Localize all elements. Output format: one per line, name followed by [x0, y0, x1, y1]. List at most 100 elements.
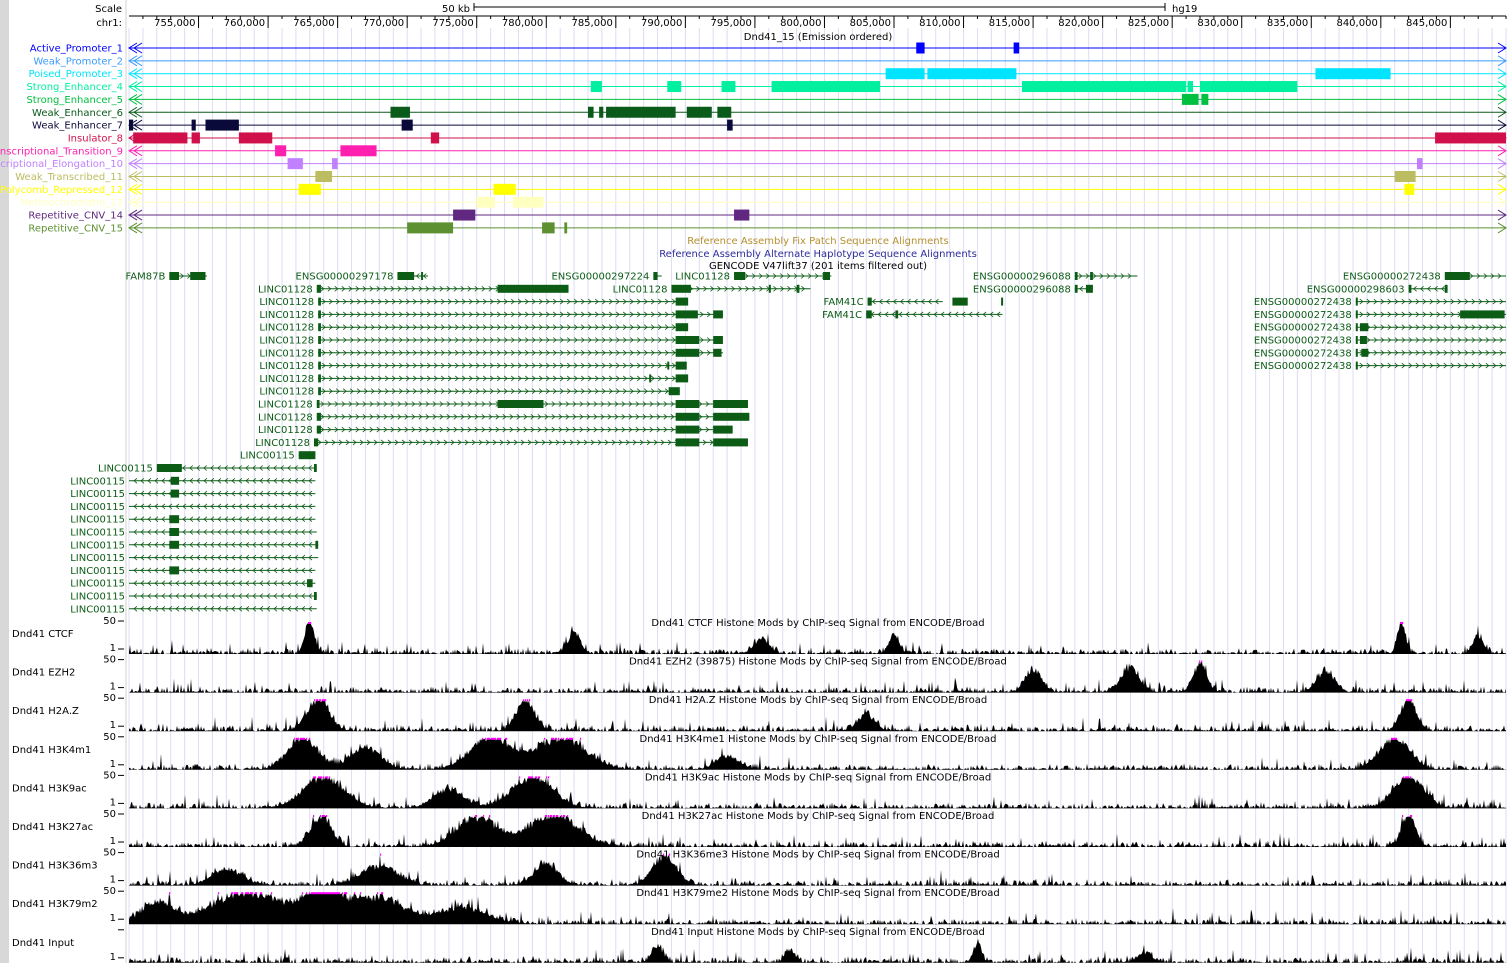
gene-exon[interactable]: [318, 310, 321, 319]
chromhmm-row[interactable]: Weak_Enhancer_6: [32, 106, 1507, 119]
gene-exon[interactable]: [313, 464, 317, 472]
chromhmm-state-label[interactable]: Strong_Enhancer_5: [26, 95, 123, 106]
chromhmm-row[interactable]: Weak_Promoter_2: [33, 55, 1507, 68]
chromhmm-row[interactable]: Transcriptional_Elongation_10: [0, 158, 1507, 170]
gene-exon[interactable]: [734, 272, 746, 280]
gene-name-label[interactable]: LINC00115: [70, 528, 125, 539]
gene-name-label[interactable]: LINC00115: [240, 451, 295, 462]
chromhmm-state-label[interactable]: Strong_Enhancer_4: [26, 82, 123, 93]
gene-exon[interactable]: [1074, 272, 1078, 280]
signal-track-label[interactable]: Dnd41 EZH2: [12, 668, 75, 679]
chromhmm-state-label[interactable]: Insulator_8: [68, 133, 123, 144]
gene-exon[interactable]: [713, 425, 733, 434]
chromhmm-block[interactable]: [340, 145, 377, 157]
gene-exon[interactable]: [318, 348, 321, 357]
chromhmm-row[interactable]: Insulator_8: [68, 132, 1507, 144]
gene-exon[interactable]: [675, 412, 700, 421]
gene-exon[interactable]: [1090, 272, 1093, 280]
chromhmm-block[interactable]: [1187, 81, 1194, 93]
gene-exon[interactable]: [653, 272, 658, 280]
chromhmm-block[interactable]: [275, 145, 287, 157]
gene-exon[interactable]: [675, 374, 689, 383]
gene-name-label[interactable]: ENSG00000272438: [1254, 323, 1352, 334]
chromhmm-block[interactable]: [599, 106, 604, 118]
gene-exon[interactable]: [1085, 284, 1093, 293]
signal-area[interactable]: [129, 661, 1506, 693]
gene-exon[interactable]: [497, 284, 569, 293]
gene-name-label[interactable]: LINC00115: [70, 476, 125, 487]
gene-exon[interactable]: [713, 336, 723, 344]
gene-exon[interactable]: [318, 336, 321, 344]
gene-exon[interactable]: [867, 297, 872, 306]
gene-name-label[interactable]: LINC01128: [259, 387, 314, 398]
gene-exon[interactable]: [1355, 336, 1358, 344]
right-arrow-icon[interactable]: [1497, 183, 1507, 195]
chromhmm-block[interactable]: [298, 183, 321, 195]
gene-name-label[interactable]: LINC01128: [259, 297, 314, 308]
chromhmm-state-label[interactable]: Poised_Promoter_3: [28, 69, 123, 80]
chromhmm-row[interactable]: Polycomb_Repressed_12: [0, 183, 1507, 196]
gene-feature[interactable]: LINC00115: [70, 528, 317, 539]
gene-exon[interactable]: [318, 323, 321, 332]
chromhmm-block[interactable]: [238, 132, 273, 144]
gene-exon[interactable]: [713, 310, 723, 319]
gene-exon[interactable]: [497, 400, 544, 408]
chromhmm-block[interactable]: [734, 209, 750, 221]
gene-exon[interactable]: [675, 336, 700, 344]
gene-feature[interactable]: LINC00115: [70, 592, 317, 603]
chromhmm-block[interactable]: [1435, 132, 1506, 144]
gene-name-label[interactable]: LINC01128: [258, 400, 313, 411]
gene-name-label[interactable]: LINC01128: [259, 323, 314, 334]
gene-feature[interactable]: LINC01128: [259, 310, 723, 321]
right-arrow-icon[interactable]: [1497, 81, 1507, 92]
gene-exon[interactable]: [796, 284, 800, 293]
track-side-bar[interactable]: [0, 0, 9, 963]
gene-name-label[interactable]: LINC01128: [613, 284, 668, 295]
gene-exon[interactable]: [421, 272, 424, 280]
chromhmm-block[interactable]: [588, 106, 594, 118]
chromhmm-block[interactable]: [1013, 42, 1020, 54]
right-arrow-icon[interactable]: [1497, 171, 1507, 182]
right-arrow-icon[interactable]: [1497, 93, 1507, 105]
right-arrow-icon[interactable]: [1497, 68, 1507, 80]
gene-name-label[interactable]: ENSG00000272438: [1254, 348, 1352, 359]
gene-name-label[interactable]: LINC01128: [259, 374, 314, 385]
gene-exon[interactable]: [318, 297, 321, 306]
gene-feature[interactable]: LINC00115: [70, 476, 316, 487]
gene-exon[interactable]: [1359, 336, 1367, 344]
gene-name-label[interactable]: LINC00115: [70, 604, 125, 615]
gene-exon[interactable]: [675, 361, 687, 370]
gene-feature[interactable]: LINC00115: [70, 489, 316, 500]
chromhmm-block[interactable]: [1021, 81, 1187, 93]
gene-exon[interactable]: [313, 592, 317, 600]
chromhmm-block[interactable]: [1404, 183, 1415, 195]
right-arrow-icon[interactable]: [1497, 42, 1507, 54]
signal-area[interactable]: [129, 700, 1506, 732]
gene-exon[interactable]: [170, 476, 180, 485]
gene-exon[interactable]: [313, 438, 319, 447]
chromhmm-row[interactable]: Repetitive_CNV_15: [28, 222, 1507, 234]
gene-name-label[interactable]: ENSG00000296088: [973, 272, 1071, 283]
gene-exon[interactable]: [298, 451, 316, 460]
gene-feature[interactable]: LINC01128: [259, 297, 689, 308]
gene-exon[interactable]: [397, 272, 415, 280]
gene-feature[interactable]: ENSG00000297224: [551, 272, 662, 283]
gene-feature[interactable]: ENSG00000297178: [296, 272, 429, 283]
chromhmm-row[interactable]: Transcriptional_Transition_9: [0, 145, 1507, 157]
chromhmm-block[interactable]: [493, 183, 516, 195]
gene-feature[interactable]: FAM41C: [824, 297, 1004, 308]
chromhmm-block[interactable]: [667, 81, 682, 93]
gene-feature[interactable]: LINC01128: [255, 438, 748, 449]
chromhmm-state-label[interactable]: Weak_Promoter_2: [33, 56, 123, 67]
chromhmm-state-label[interactable]: Polycomb_Repressed_12: [0, 185, 123, 196]
gene-exon[interactable]: [170, 489, 180, 498]
gene-feature[interactable]: LINC01128: [259, 387, 680, 398]
right-arrow-icon[interactable]: [1497, 158, 1507, 170]
gene-exon[interactable]: [315, 540, 319, 549]
gene-exon[interactable]: [1444, 284, 1448, 293]
